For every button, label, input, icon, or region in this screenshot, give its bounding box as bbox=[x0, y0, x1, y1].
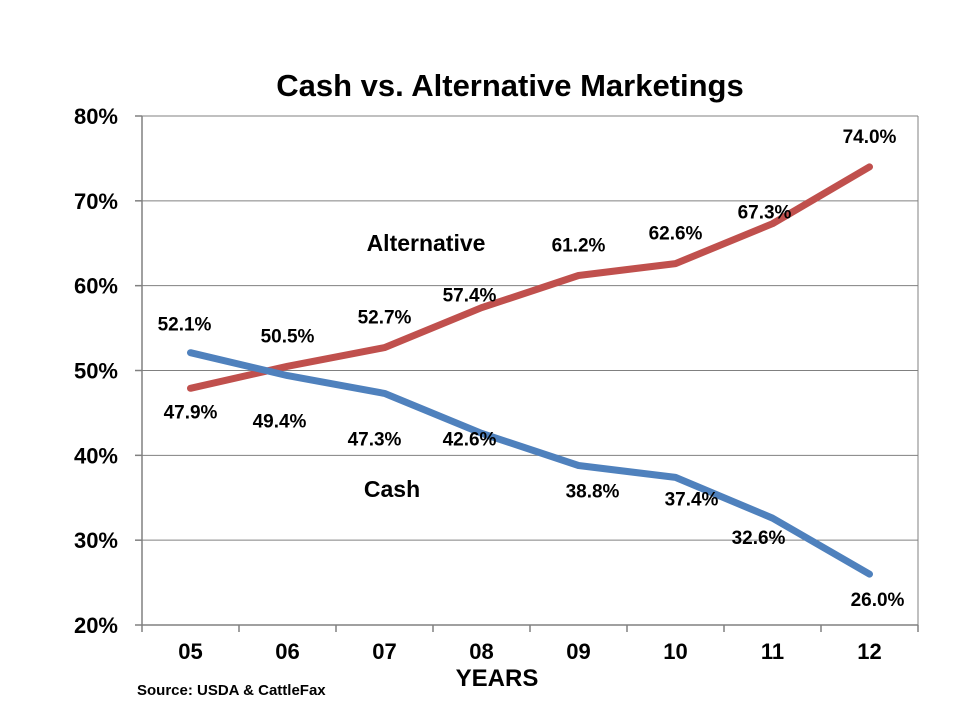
x-tick-label: 11 bbox=[761, 639, 784, 664]
y-tick-label: 30% bbox=[74, 528, 118, 553]
data-label: 38.8% bbox=[566, 482, 620, 503]
data-label: 32.6% bbox=[732, 528, 786, 549]
y-tick-label: 70% bbox=[74, 189, 118, 214]
x-tick-label: 05 bbox=[178, 639, 202, 664]
chart-title: Cash vs. Alternative Marketings bbox=[276, 68, 743, 103]
x-tick-label: 12 bbox=[857, 639, 881, 664]
y-tick-labels: 20% 30% 40% 50% 60% 70% 80% bbox=[74, 104, 118, 638]
data-label: 61.2% bbox=[552, 235, 606, 256]
y-tick-label: 50% bbox=[74, 359, 118, 384]
y-tick-label: 80% bbox=[74, 104, 118, 129]
data-label: 57.4% bbox=[443, 286, 497, 307]
data-label: 42.6% bbox=[443, 429, 497, 450]
y-tick-label: 60% bbox=[74, 274, 118, 299]
data-label: 62.6% bbox=[649, 224, 703, 245]
data-label: 50.5% bbox=[261, 326, 315, 347]
data-label: 47.9% bbox=[164, 402, 218, 423]
data-label: 52.7% bbox=[358, 308, 412, 329]
data-labels: 47.9% 50.5% 52.7% 57.4% 61.2% 62.6% 67.3% 74.0%… bbox=[158, 127, 905, 611]
series-lines bbox=[187, 163, 873, 578]
x-axis-label: YEARS bbox=[456, 665, 539, 692]
y-tick-label: 20% bbox=[74, 613, 118, 638]
x-tick-label: 10 bbox=[663, 639, 687, 664]
series-name-cash: Cash bbox=[364, 476, 420, 502]
axes bbox=[135, 115, 919, 632]
data-label: 47.3% bbox=[348, 429, 402, 450]
data-label: 74.0% bbox=[843, 127, 897, 148]
series-line-cash bbox=[187, 349, 873, 578]
data-label: 49.4% bbox=[253, 412, 307, 433]
x-tick-label: 06 bbox=[275, 639, 299, 664]
gridlines bbox=[142, 115, 918, 541]
source-note: Source: USDA & CattleFax bbox=[137, 682, 326, 699]
data-label: 26.0% bbox=[851, 590, 905, 611]
data-label: 37.4% bbox=[665, 489, 719, 510]
x-tick-label: 09 bbox=[566, 639, 590, 664]
data-label: 67.3% bbox=[738, 203, 792, 224]
series-line-alternative bbox=[187, 163, 873, 392]
x-tick-label: 07 bbox=[372, 639, 396, 664]
x-tick-labels: 05 06 07 08 09 10 11 12 bbox=[178, 639, 881, 664]
x-tick-label: 08 bbox=[469, 639, 493, 664]
series-name-alternative: Alternative bbox=[367, 230, 486, 256]
data-label: 52.1% bbox=[158, 315, 212, 336]
y-tick-label: 40% bbox=[74, 443, 118, 468]
